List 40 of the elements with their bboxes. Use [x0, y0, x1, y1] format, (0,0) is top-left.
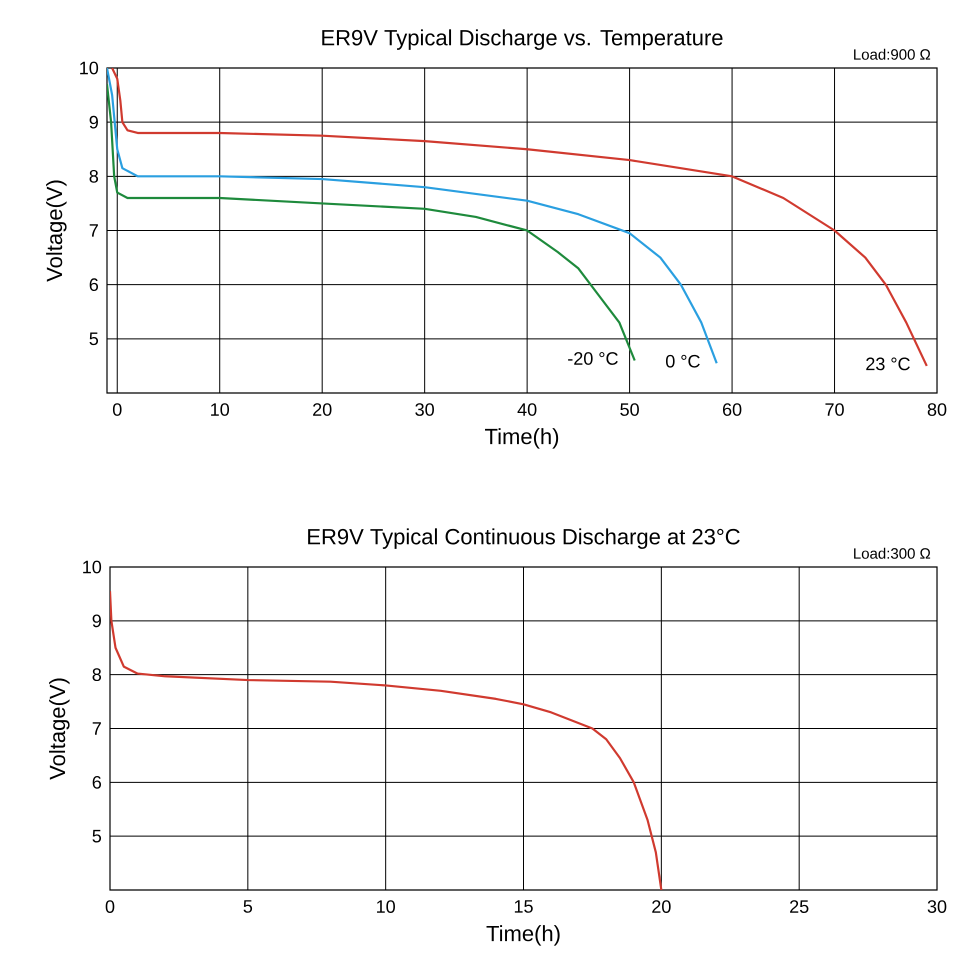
y-tick-label: 9 — [92, 614, 101, 628]
y-tick-label: 5 — [90, 332, 98, 346]
y-tick-label: 7 — [90, 224, 98, 237]
y-tick-label: 8 — [92, 668, 102, 682]
x-axis-title: Time(h) — [485, 428, 558, 449]
x-tick-label: 30 — [928, 900, 946, 913]
x-tick-label: 0 — [112, 403, 122, 416]
series-label: 0 °C — [666, 354, 700, 368]
x-tick-label: 70 — [825, 403, 844, 416]
y-tick-label: 6 — [92, 776, 102, 789]
x-axis-title: Time(h) — [486, 925, 560, 946]
x-tick-label: 60 — [722, 403, 742, 416]
x-tick-label: 10 — [211, 403, 230, 416]
x-tick-label: 25 — [790, 900, 808, 913]
y-tick-label: 9 — [90, 116, 98, 129]
x-tick-label: 80 — [928, 403, 946, 416]
x-tick-label: 0 — [106, 900, 114, 913]
line-series — [110, 590, 662, 890]
x-tick-label: 20 — [652, 900, 671, 913]
y-tick-label: 10 — [80, 62, 98, 74]
chart-title: ER9V Typical Discharge vs. Temperature — [322, 29, 723, 50]
y-tick-label: 8 — [90, 170, 98, 183]
x-tick-label: 10 — [377, 900, 395, 913]
y-axis-title: Voltage(V) — [49, 678, 70, 780]
y-axis-title: Voltage(V) — [46, 180, 67, 282]
x-tick-label: 20 — [313, 403, 332, 416]
y-tick-label: 7 — [92, 722, 101, 735]
series-label: -20 °C — [568, 352, 618, 365]
y-tick-label: 10 — [83, 560, 102, 574]
text: Load:300 Ω — [854, 548, 930, 559]
x-tick-label: 30 — [415, 403, 434, 416]
x-tick-label: 15 — [514, 900, 533, 913]
x-tick-label: 5 — [244, 900, 252, 913]
chart-title: ER9V Typical Continuous Discharge at 23°C — [308, 528, 740, 549]
x-tick-label: 40 — [518, 403, 536, 416]
text: Load:900 Ω — [854, 48, 930, 60]
y-tick-label: 6 — [90, 278, 98, 292]
series-label: 23 °C — [866, 358, 910, 370]
y-tick-label: 5 — [92, 830, 102, 842]
x-tick-label: 50 — [620, 403, 639, 416]
